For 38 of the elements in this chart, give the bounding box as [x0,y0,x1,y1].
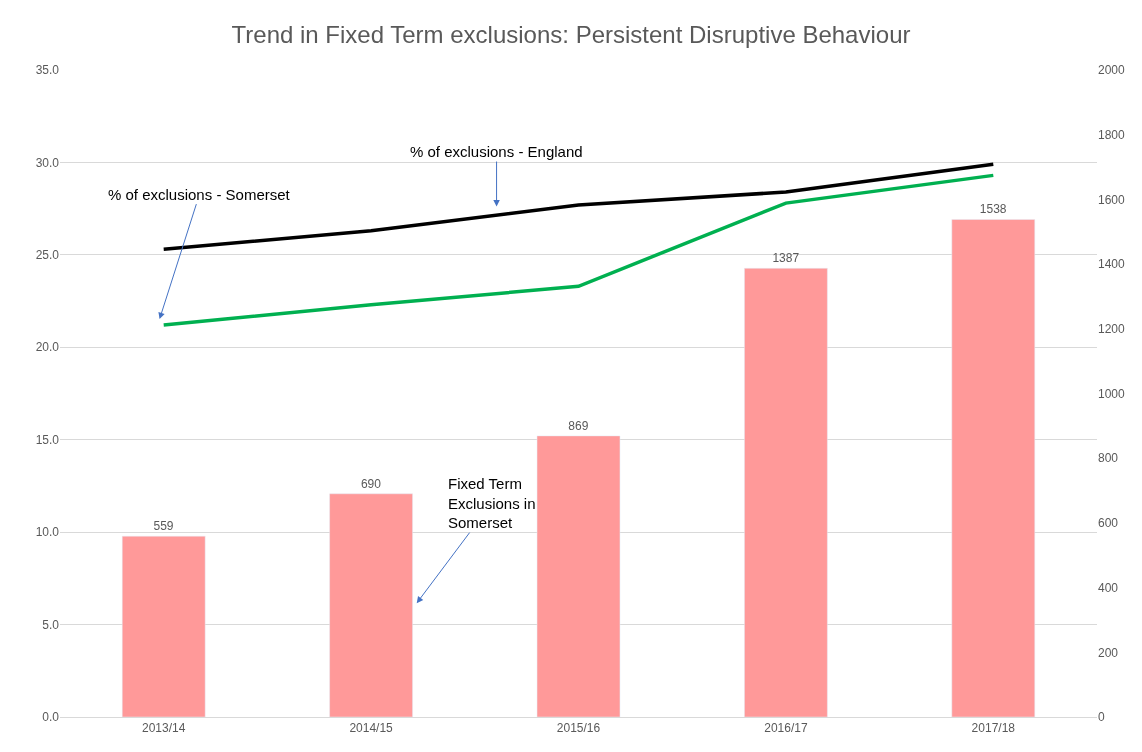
y2-tick-label: 1400 [1098,257,1126,272]
data-label: 1538 [979,202,1007,217]
y2-tick-label: 400 [1098,580,1119,595]
y-tick-label: 20.0 [35,340,60,355]
annotation: Fixed Term Exclusions in Somerset [448,475,536,531]
bar [329,493,413,717]
y2-tick-label: 1800 [1098,127,1126,142]
x-tick-label: 2014/15 [349,721,394,736]
bar [951,219,1036,717]
data-label: 869 [568,418,589,433]
y-tick-label: 0.0 [42,710,60,725]
x-tick-label: 2017/18 [971,721,1016,736]
x-tick-label: 2015/16 [556,721,601,736]
y2-tick-label: 1600 [1098,192,1126,207]
y-tick-label: 15.0 [35,432,60,447]
y-tick-label: 5.0 [42,617,60,632]
y-tick-label: 30.0 [35,155,60,170]
chart-title: Trend in Fixed Term exclusions: Persistent Disruptive Behaviour [231,21,911,49]
y2-tick-label: 600 [1098,516,1119,531]
y2-tick-label: 1000 [1098,386,1126,401]
y2-tick-label: 200 [1098,645,1119,660]
y2-tick-label: 800 [1098,451,1119,466]
x-tick-label: 2013/14 [142,721,186,736]
data-label: 690 [360,476,382,491]
bar [121,535,206,717]
y2-tick-label: 0 [1098,710,1105,725]
bar [536,435,621,717]
data-label: 559 [153,519,174,534]
y2-tick-label: 2000 [1098,63,1126,78]
y-tick-label: 25.0 [35,248,60,263]
y-tick-label: 10.0 [35,525,60,540]
bar [744,268,828,717]
annotation: % of exclusions - England [410,143,583,160]
y2-tick-label: 1200 [1098,322,1126,336]
annotation: % of exclusions - Somerset [108,186,291,203]
x-tick-label: 2016/17 [764,721,808,736]
data-label: 1387 [772,251,800,266]
y-tick-label: 35.0 [35,63,60,78]
